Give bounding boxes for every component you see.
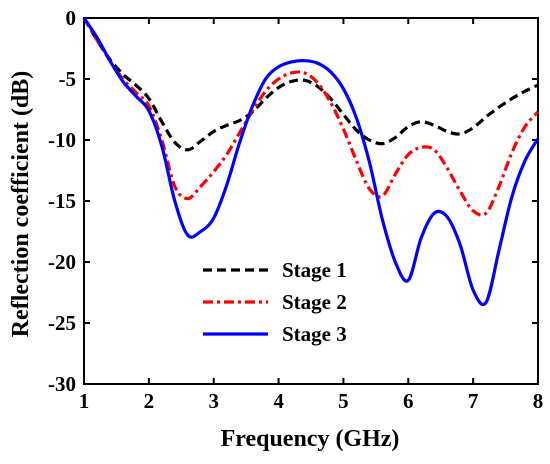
series-line-stage-2 xyxy=(82,17,540,217)
legend: Stage 1 Stage 2 Stage 3 xyxy=(203,258,347,346)
x-tick-label: 5 xyxy=(338,389,349,413)
x-axis-title: Frequency (GHz) xyxy=(221,426,400,452)
y-tick-label: -5 xyxy=(59,67,77,91)
legend-label-stage-3: Stage 3 xyxy=(282,322,347,346)
x-tick-label: 6 xyxy=(403,389,414,413)
x-tick-label: 7 xyxy=(468,389,479,413)
y-axis-title: Reflection coefficient (dB) xyxy=(8,71,34,338)
y-tick-label: -10 xyxy=(48,128,76,152)
y-tick-label: -30 xyxy=(48,372,76,396)
x-tick-label: 4 xyxy=(273,389,284,413)
axes-layer: 1 2 3 4 5 6 7 8 0 -5 -10 -15 -20 -25 -30 xyxy=(48,6,543,413)
x-tick-label: 2 xyxy=(144,389,155,413)
x-tick-label: 8 xyxy=(533,389,544,413)
x-tick-label: 3 xyxy=(208,389,219,413)
y-tick-label: -25 xyxy=(48,311,76,335)
legend-label-stage-1: Stage 1 xyxy=(282,258,347,282)
series-line-stage-3 xyxy=(82,17,540,307)
series-line-stage-1 xyxy=(82,17,539,152)
series-layer xyxy=(82,17,540,307)
x-tick-label: 1 xyxy=(79,389,90,413)
y-tick-label: -15 xyxy=(48,189,76,213)
y-tick-label: -20 xyxy=(48,250,76,274)
y-tick-label: 0 xyxy=(66,6,77,30)
legend-label-stage-2: Stage 2 xyxy=(282,290,347,314)
